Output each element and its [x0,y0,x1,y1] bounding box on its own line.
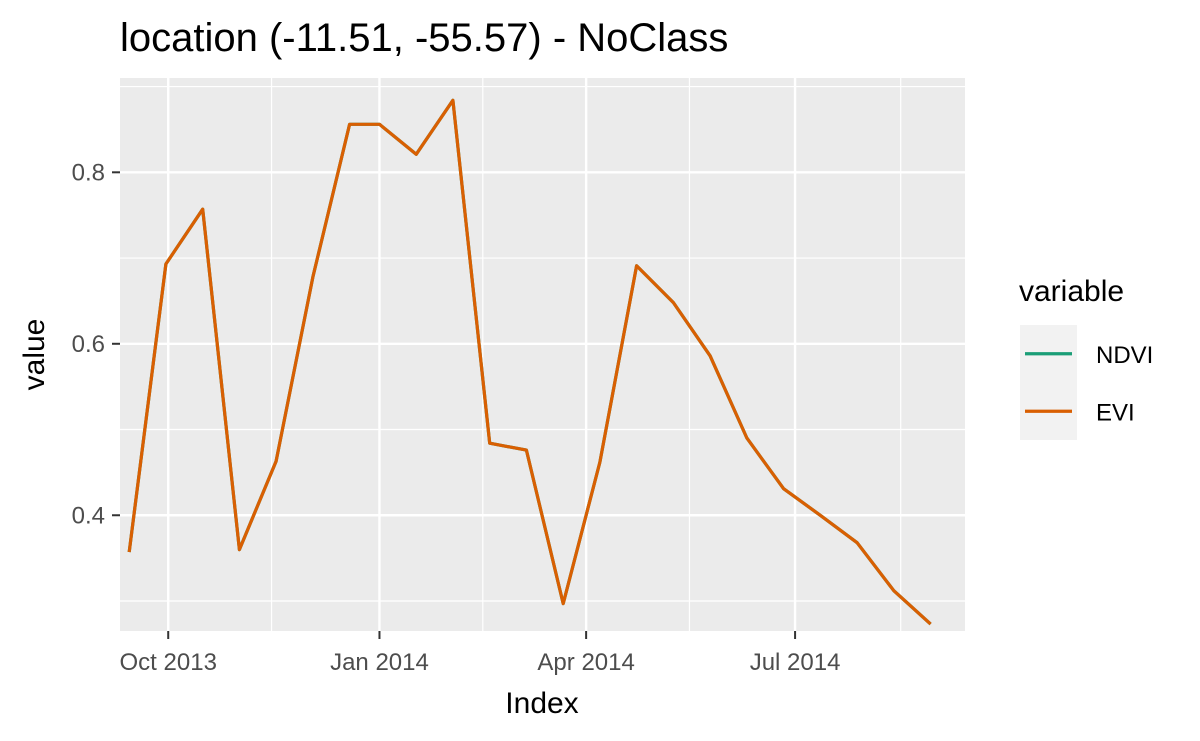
x-tick-label: Jan 2014 [330,649,429,676]
y-axis: 0.4 0.6 0.8 [72,159,120,529]
legend: variable NDVI EVI [1019,275,1153,440]
y-tick-label: 0.8 [72,159,105,186]
legend-title: variable [1019,275,1124,308]
x-tick-label: Jul 2014 [750,649,841,676]
x-axis-title: Index [505,687,578,720]
legend-label-evi: EVI [1096,399,1135,426]
series-lines [127,98,932,626]
minor-gridlines [120,78,965,631]
plot-panel [120,78,965,631]
y-axis-title: value [18,319,51,391]
x-tick-label: Oct 2013 [120,649,217,676]
series-line-evi [127,98,932,626]
chart-title: location (-11.51, -55.57) - NoClass [120,16,728,60]
x-tick-label: Apr 2014 [537,649,634,676]
x-axis: Oct 2013 Jan 2014 Apr 2014 Jul 2014 [120,631,841,676]
y-tick-label: 0.4 [72,502,105,529]
y-tick-label: 0.6 [72,331,105,358]
legend-label-ndvi: NDVI [1096,342,1153,369]
